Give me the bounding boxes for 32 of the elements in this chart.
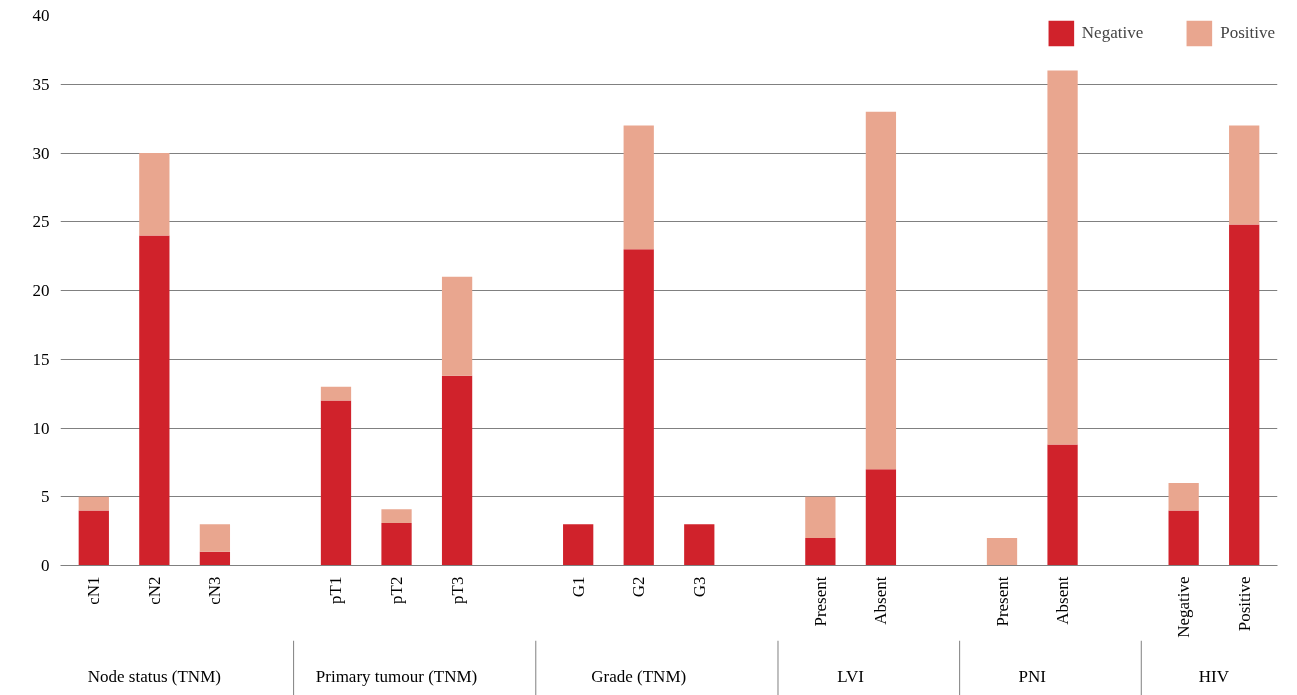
text: Node status (TNM) [87, 666, 221, 686]
x-tick-label: Absent [1053, 576, 1073, 625]
x-tick-label: pT3 [447, 576, 467, 604]
x-tick-label: cN3 [205, 576, 225, 605]
x-tick-label: Positive [1234, 576, 1254, 632]
y-tick-label: 5 [41, 487, 50, 507]
x-tick-label: cN2 [144, 576, 164, 605]
x-tick-label: cN1 [84, 576, 104, 605]
x-tick-label: G2 [629, 576, 649, 598]
x-tick-label: pT1 [326, 576, 346, 604]
y-tick-label: 0 [41, 556, 50, 575]
x-tick-label: Present [992, 576, 1012, 627]
legend-label: Positive [1220, 23, 1275, 43]
text: LVI [837, 666, 865, 686]
x-tick-label: G3 [689, 576, 709, 598]
y-tick-label: 25 [32, 212, 50, 232]
y-tick-label: 40 [32, 6, 50, 25]
x-tick-label: G1 [568, 576, 588, 598]
y-tick-label: 35 [32, 74, 50, 94]
y-tick-label: 30 [32, 143, 50, 163]
legend-label: Negative [1081, 23, 1144, 43]
text: Primary tumour (TNM) [315, 666, 478, 686]
x-tick-label: Absent [871, 576, 891, 625]
text: HIV [1198, 666, 1230, 686]
y-tick-label: 20 [32, 281, 50, 300]
x-tick-label: Present [810, 576, 830, 627]
text: PNI [1018, 666, 1047, 686]
x-tick-label: Negative [1174, 576, 1194, 638]
y-tick-label: 15 [32, 349, 50, 369]
y-tick-label: 10 [32, 418, 50, 438]
text: Grade (TNM) [591, 666, 687, 686]
x-tick-label: pT2 [387, 576, 407, 604]
